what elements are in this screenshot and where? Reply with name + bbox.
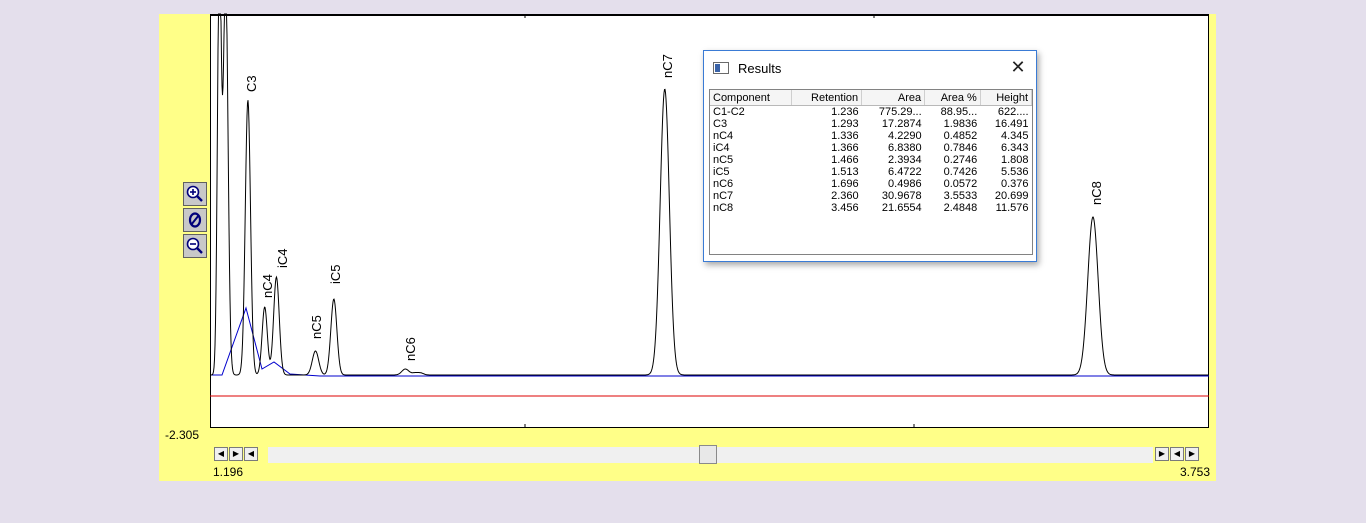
results-table-container[interactable]: Component Retention Area Area % Height C… [709,89,1033,255]
zoom-reset-icon [188,212,202,228]
cell-area: 0.4986 [888,178,922,190]
cell-height: 20.699 [994,190,1029,202]
close-button[interactable]: ✕ [1006,57,1030,79]
cell-height: 1.808 [1000,154,1029,166]
signal-trace [210,13,1209,376]
zoom-in-icon [186,185,203,202]
cell-height: 622.... [997,106,1029,118]
scroll-left-button[interactable]: ◀ [244,447,258,461]
table-row[interactable]: C1-C2 1.236 775.29... 88.95... 622.... [710,106,1032,119]
scroll-left-end-button[interactable]: ◀ [1170,447,1184,461]
table-row[interactable]: nC7 2.360 30.9678 3.5533 20.699 [710,190,1032,202]
cell-area: 775.29... [878,106,922,118]
peak-label-nc5: nC5 [309,315,324,339]
cell-area-percent: 3.5533 [943,190,978,202]
window-app-icon [713,62,729,74]
table-row[interactable]: iC4 1.366 6.8380 0.7846 6.343 [710,142,1032,154]
table-row[interactable]: nC4 1.336 4.2290 0.4852 4.345 [710,130,1032,142]
y-axis-min-label: -2.305 [165,428,200,442]
cell-area-percent: 0.7846 [943,142,978,154]
scroll-left-start-button[interactable]: ◀ [214,447,228,461]
column-header-area[interactable]: Area [861,90,926,106]
scroll-right-button[interactable]: ▶ [1185,447,1199,461]
peak-label-nc6: nC6 [403,337,418,361]
zoom-in-button[interactable] [183,182,207,206]
cell-area: 6.8380 [888,142,922,154]
zoom-reset-button[interactable] [183,208,207,232]
cell-retention: 1.236 [831,106,859,118]
close-icon: ✕ [1010,57,1026,78]
cell-area: 30.9678 [881,190,922,202]
results-title: Results [738,61,782,76]
plot-top-border [210,14,1209,16]
cell-component: iC4 [713,142,730,154]
cell-height: 4.345 [1000,130,1029,142]
table-row[interactable]: C3 1.293 17.2874 1.9836 16.491 [710,118,1032,130]
cell-component: nC4 [713,130,734,142]
cell-retention: 1.366 [831,142,859,154]
cell-retention: 2.360 [831,190,859,202]
cell-retention: 1.696 [831,178,859,190]
peak-label-nc4: nC4 [260,274,275,298]
peak-label-ic5: iC5 [328,264,343,284]
cell-height: 16.491 [994,118,1029,130]
cell-component: C1-C2 [713,106,745,118]
x-axis-min-label: 1.196 [213,465,244,479]
column-header-component[interactable]: Component [710,90,793,106]
peak-label-c3: C3 [244,75,259,92]
results-titlebar[interactable]: Results ✕ [704,51,1036,85]
scroll-right-end-button[interactable]: ▶ [1155,447,1169,461]
results-window[interactable]: Results ✕ Component Retention Area Area … [703,50,1037,262]
cell-component: nC8 [713,202,734,214]
cell-area: 17.2874 [881,118,922,130]
column-header-height[interactable]: Height [980,90,1032,106]
cell-component: nC6 [713,178,734,190]
table-row[interactable]: iC5 1.513 6.4722 0.7426 5.536 [710,166,1032,178]
peak-label-nc7: nC7 [660,54,675,78]
scroll-right-start-button[interactable]: ▶ [229,447,243,461]
zoom-toolbar [183,182,207,260]
cell-area-percent: 1.9836 [943,118,978,130]
cell-area-percent: 88.95... [940,106,978,118]
horizontal-scroll-thumb[interactable] [699,445,717,464]
cell-height: 0.376 [1000,178,1029,190]
results-header-row: Component Retention Area Area % Height [710,90,1032,106]
peak-label-nc8: nC8 [1089,181,1104,205]
x-axis-max-label: 3.753 [1179,465,1210,479]
column-header-area-percent[interactable]: Area % [924,90,981,106]
cell-retention: 1.513 [831,166,859,178]
cell-area-percent: 0.7426 [943,166,978,178]
baseline-trace [210,306,1209,377]
cell-retention: 1.336 [831,130,859,142]
cell-component: iC5 [713,166,730,178]
cell-height: 6.343 [1000,142,1029,154]
cell-area: 21.6554 [881,202,922,214]
column-header-retention[interactable]: Retention [791,90,863,106]
cell-area-percent: 0.4852 [943,130,978,142]
cell-retention: 3.456 [831,202,859,214]
cell-area: 4.2290 [888,130,922,142]
cell-retention: 1.466 [831,154,859,166]
table-row[interactable]: nC8 3.456 21.6554 2.4848 11.576 [710,202,1032,214]
cell-height: 11.576 [995,202,1029,214]
cell-area-percent: 0.0572 [943,178,978,190]
cell-component: nC5 [713,154,734,166]
cell-height: 5.536 [1000,166,1029,178]
peak-label-ic4: iC4 [275,248,290,268]
table-row[interactable]: nC6 1.696 0.4986 0.0572 0.376 [710,178,1032,190]
cell-area-percent: 0.2746 [943,154,978,166]
zoom-out-icon [186,237,203,254]
cell-component: nC7 [713,190,734,202]
table-row[interactable]: nC5 1.466 2.3934 0.2746 1.808 [710,154,1032,166]
zoom-out-button[interactable] [183,234,207,258]
cell-retention: 1.293 [831,118,859,130]
cell-component: C3 [713,118,728,130]
cell-area-percent: 2.4848 [943,202,978,214]
axis-ticks [524,14,915,428]
results-table: Component Retention Area Area % Height C… [710,90,1032,214]
cell-area: 2.3934 [888,154,922,166]
cell-area: 6.4722 [888,166,922,178]
